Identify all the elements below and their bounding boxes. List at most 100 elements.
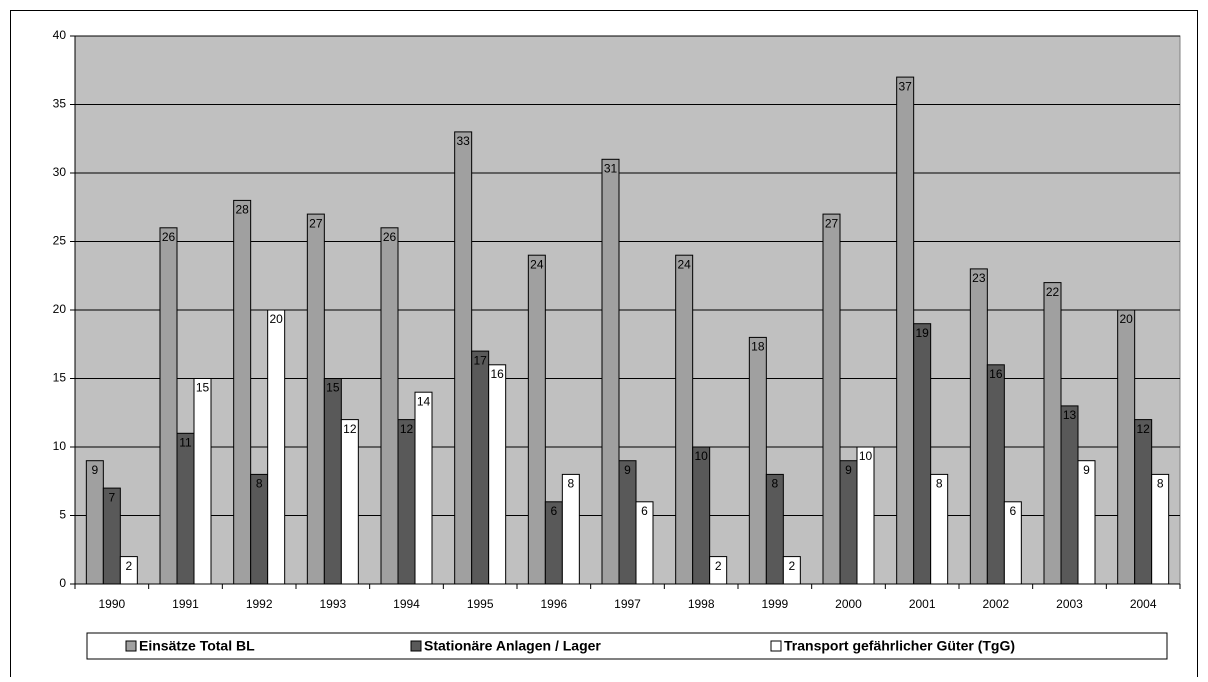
- x-tick-label: 1990: [98, 597, 125, 611]
- data-label: 9: [624, 463, 631, 477]
- bar: [913, 323, 932, 585]
- data-label: 33: [456, 134, 470, 148]
- x-tick-label: 2002: [982, 597, 1009, 611]
- bar: [527, 254, 546, 585]
- data-label: 9: [1083, 463, 1090, 477]
- data-label: 10: [859, 449, 873, 463]
- data-label: 22: [1046, 285, 1060, 299]
- data-label: 6: [1009, 504, 1016, 518]
- bar: [454, 131, 473, 585]
- x-tick-label: 1997: [614, 597, 641, 611]
- bar: [635, 501, 654, 585]
- y-tick-label: 0: [59, 576, 66, 590]
- bar: [323, 378, 342, 585]
- data-label: 12: [1136, 422, 1150, 436]
- x-tick-label: 1993: [319, 597, 346, 611]
- bar: [601, 158, 620, 585]
- data-label: 8: [771, 477, 778, 491]
- data-label: 9: [91, 463, 98, 477]
- y-tick-label: 40: [53, 28, 67, 42]
- legend-swatch: [410, 640, 422, 652]
- data-label: 11: [179, 435, 192, 449]
- data-label: 27: [309, 216, 323, 230]
- legend-swatch: [770, 640, 782, 652]
- data-label: 15: [196, 381, 210, 395]
- data-label: 26: [383, 230, 397, 244]
- bar: [709, 556, 728, 585]
- data-label: 20: [269, 312, 283, 326]
- data-label: 10: [694, 449, 708, 463]
- bar: [692, 446, 711, 585]
- bar: [159, 227, 178, 585]
- data-label: 37: [898, 79, 912, 93]
- data-label: 9: [845, 463, 852, 477]
- data-label: 27: [825, 216, 839, 230]
- bar: [930, 473, 949, 585]
- bar: [488, 364, 507, 585]
- bar: [306, 213, 325, 585]
- x-tick-label: 2004: [1130, 597, 1157, 611]
- data-label: 17: [473, 353, 487, 367]
- data-label: 28: [235, 203, 249, 217]
- y-tick-label: 30: [53, 165, 67, 179]
- y-tick-label: 10: [53, 439, 67, 453]
- data-label: 2: [788, 559, 795, 573]
- x-tick-label: 1994: [393, 597, 420, 611]
- bar: [340, 419, 359, 585]
- data-label: 6: [550, 504, 557, 518]
- bar: [193, 378, 212, 585]
- data-label: 26: [162, 230, 176, 244]
- x-tick-label: 1991: [172, 597, 199, 611]
- data-label: 8: [1157, 477, 1164, 491]
- bar: [822, 213, 841, 585]
- bar: [233, 199, 252, 585]
- x-tick-label: 1996: [540, 597, 567, 611]
- data-label: 2: [125, 559, 132, 573]
- y-tick-label: 25: [53, 234, 67, 248]
- bar: [1134, 419, 1153, 585]
- bar: [765, 473, 784, 585]
- bar: [1060, 405, 1079, 585]
- bar: [748, 336, 767, 585]
- bar: [782, 556, 801, 585]
- bar: [119, 556, 138, 585]
- bar: [839, 460, 858, 585]
- data-label: 16: [490, 367, 504, 381]
- data-label: 13: [1063, 408, 1077, 422]
- bar: [414, 391, 433, 585]
- legend-swatch: [125, 640, 137, 652]
- data-label: 8: [936, 477, 943, 491]
- bar: [618, 460, 637, 585]
- data-label: 7: [108, 490, 115, 504]
- data-label: 18: [751, 340, 765, 354]
- bar: [1043, 282, 1062, 585]
- data-label: 12: [343, 422, 357, 436]
- legend-box: [86, 632, 1168, 660]
- data-label: 2: [715, 559, 722, 573]
- bar: [969, 268, 988, 585]
- y-tick-label: 5: [59, 508, 66, 522]
- legend-label: Transport gefährlicher Güter (TgG): [784, 638, 1015, 654]
- data-label: 31: [604, 161, 618, 175]
- legend-label: Stationäre Anlagen / Lager: [424, 638, 601, 654]
- x-tick-label: 2003: [1056, 597, 1083, 611]
- bar: [986, 364, 1005, 585]
- data-label: 8: [256, 477, 263, 491]
- x-tick-label: 1998: [688, 597, 715, 611]
- bar: [1151, 473, 1170, 585]
- bar: [267, 309, 286, 585]
- y-tick-label: 20: [53, 302, 67, 316]
- bar: [1117, 309, 1136, 585]
- bar: [896, 76, 915, 585]
- bar: [176, 432, 195, 585]
- x-tick-label: 1992: [246, 597, 273, 611]
- y-tick-label: 35: [53, 97, 67, 111]
- bar: [675, 254, 694, 585]
- data-label: 14: [417, 394, 431, 408]
- bar: [102, 487, 121, 585]
- bar: [1077, 460, 1096, 585]
- bar: [250, 473, 269, 585]
- bar: [561, 473, 580, 585]
- bar: [380, 227, 399, 585]
- bar: [471, 350, 490, 585]
